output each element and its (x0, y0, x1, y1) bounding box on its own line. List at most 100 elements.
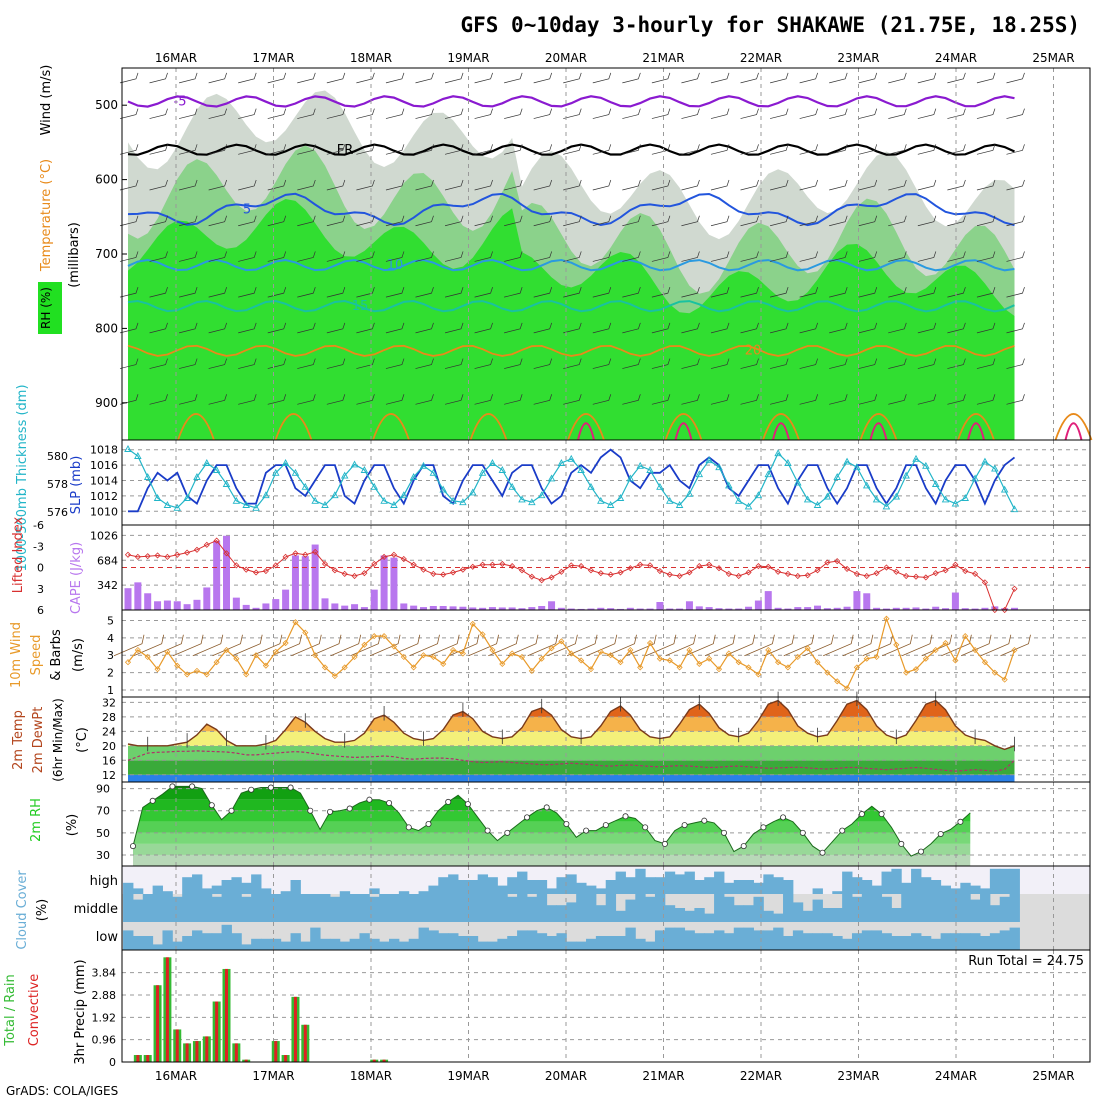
wind-speed-point (1001, 676, 1008, 683)
thickness-point (370, 482, 379, 490)
cloud-cover-bar (320, 894, 331, 922)
lifted-index-point (341, 570, 348, 577)
wind-barb (415, 358, 434, 369)
wind-barb (385, 72, 405, 84)
rh-point (248, 786, 255, 793)
cloud-cover-bar (329, 938, 341, 950)
wind-barb (622, 179, 641, 191)
wind-speed-point (213, 659, 220, 666)
wind-barb (858, 215, 878, 227)
lifted-index-point (331, 567, 338, 574)
dewpoint-line (127, 750, 1015, 772)
wind-barb (947, 179, 966, 191)
lifted-index-point (686, 569, 693, 576)
wind-barb (947, 72, 966, 84)
cloud-cover-bar (891, 868, 902, 894)
cloud-cover-bar (418, 927, 429, 950)
lifted-index-point (213, 537, 220, 544)
cape-bar (912, 607, 920, 610)
temp-tick-label: 28 (102, 711, 116, 724)
wind-barb (474, 179, 493, 191)
cloud-cover-bar (901, 894, 912, 922)
wind-speed-point (794, 653, 801, 661)
cloud-cover-bar (802, 910, 814, 922)
lifted-index-point (262, 567, 269, 575)
cape-bar (469, 607, 477, 610)
wind-barb (172, 634, 204, 657)
cloud-cover-bar (389, 938, 400, 950)
thickness-point (912, 454, 920, 462)
wind-speed-point (390, 643, 398, 650)
thickness-point (321, 501, 329, 508)
cloud-cover-bar (842, 938, 853, 950)
cape-bar (488, 607, 496, 610)
cape-bar (981, 607, 989, 610)
wind-speed-point (981, 659, 989, 666)
wind-barb (533, 72, 553, 84)
wind-speed-point (272, 648, 279, 655)
cloud-cover-bar (595, 888, 607, 894)
cloud-cover-bar (526, 930, 538, 950)
lifted-index-point (390, 551, 398, 558)
cloud-cover-bar (733, 905, 745, 922)
cape-bar (873, 607, 881, 610)
thickness-point (528, 498, 536, 506)
wind-barb (474, 251, 493, 262)
wind-axis-label-3: & Barbs (49, 629, 64, 681)
rh-point (287, 784, 294, 791)
lifted-index-point (410, 561, 417, 568)
precip-convective-bar (225, 968, 228, 1062)
wind-barb (533, 287, 553, 298)
lifted-index-tick-label: 0 (37, 562, 44, 575)
wind-barb (212, 634, 243, 657)
wind-barb (119, 215, 139, 227)
wind-barb (917, 179, 937, 191)
cape-bar (341, 605, 349, 610)
cloud-cover-bar (783, 894, 794, 922)
wind-barb (976, 215, 996, 227)
lifted-index-point (775, 568, 782, 575)
cloud-cover-bar (861, 894, 873, 922)
lifted-index-point (252, 569, 260, 576)
wind-barb (326, 322, 346, 334)
wind-barb (783, 634, 815, 657)
wind-barb (251, 634, 283, 657)
wind-barb (113, 634, 145, 657)
wind-barb (710, 322, 730, 334)
wind-barb (976, 322, 996, 334)
wind-barb (119, 144, 139, 155)
cape-bar (666, 608, 674, 610)
precip-panel: 0 0.96 1.92 2.88 3.84 Run Total = 24.75 3hr Pr… (3, 949, 1091, 1069)
thickness-point (459, 498, 467, 506)
lifted-index-point (499, 560, 506, 568)
cloud-cover-bar (674, 874, 686, 894)
cape-bar (656, 602, 664, 610)
wind-barb (330, 634, 362, 657)
precip-axis-label: 3hr Precip (mm) (73, 959, 88, 1064)
cloud-cover-bar (723, 882, 735, 894)
thickness-point (597, 496, 605, 504)
wind-speed-point (193, 667, 201, 674)
cloud-cover-bar (911, 894, 922, 922)
wind-barb (858, 322, 878, 334)
precip-convective-bar (205, 1036, 209, 1062)
surface-temperature-contour (372, 413, 410, 441)
wind-barb (770, 72, 789, 84)
cloud-cover-bar (871, 894, 883, 922)
wind-barb (533, 322, 553, 334)
cape-bar (882, 608, 890, 610)
wind-barb (119, 179, 139, 191)
cloud-cover-bar (192, 930, 203, 950)
wind-barb (415, 179, 434, 191)
cloud-cover-bar (546, 936, 557, 950)
surface-temperature-contour (859, 413, 898, 441)
wind-barb (710, 215, 730, 227)
lifted-index-point (587, 567, 595, 574)
cape-bar (902, 607, 910, 610)
cloud-cover-bar (132, 888, 144, 894)
wind-barb (626, 634, 657, 657)
wind-barb (350, 634, 381, 657)
cloud-cover-bar (763, 910, 774, 922)
thickness-point (754, 491, 763, 499)
rh-point (208, 802, 215, 809)
